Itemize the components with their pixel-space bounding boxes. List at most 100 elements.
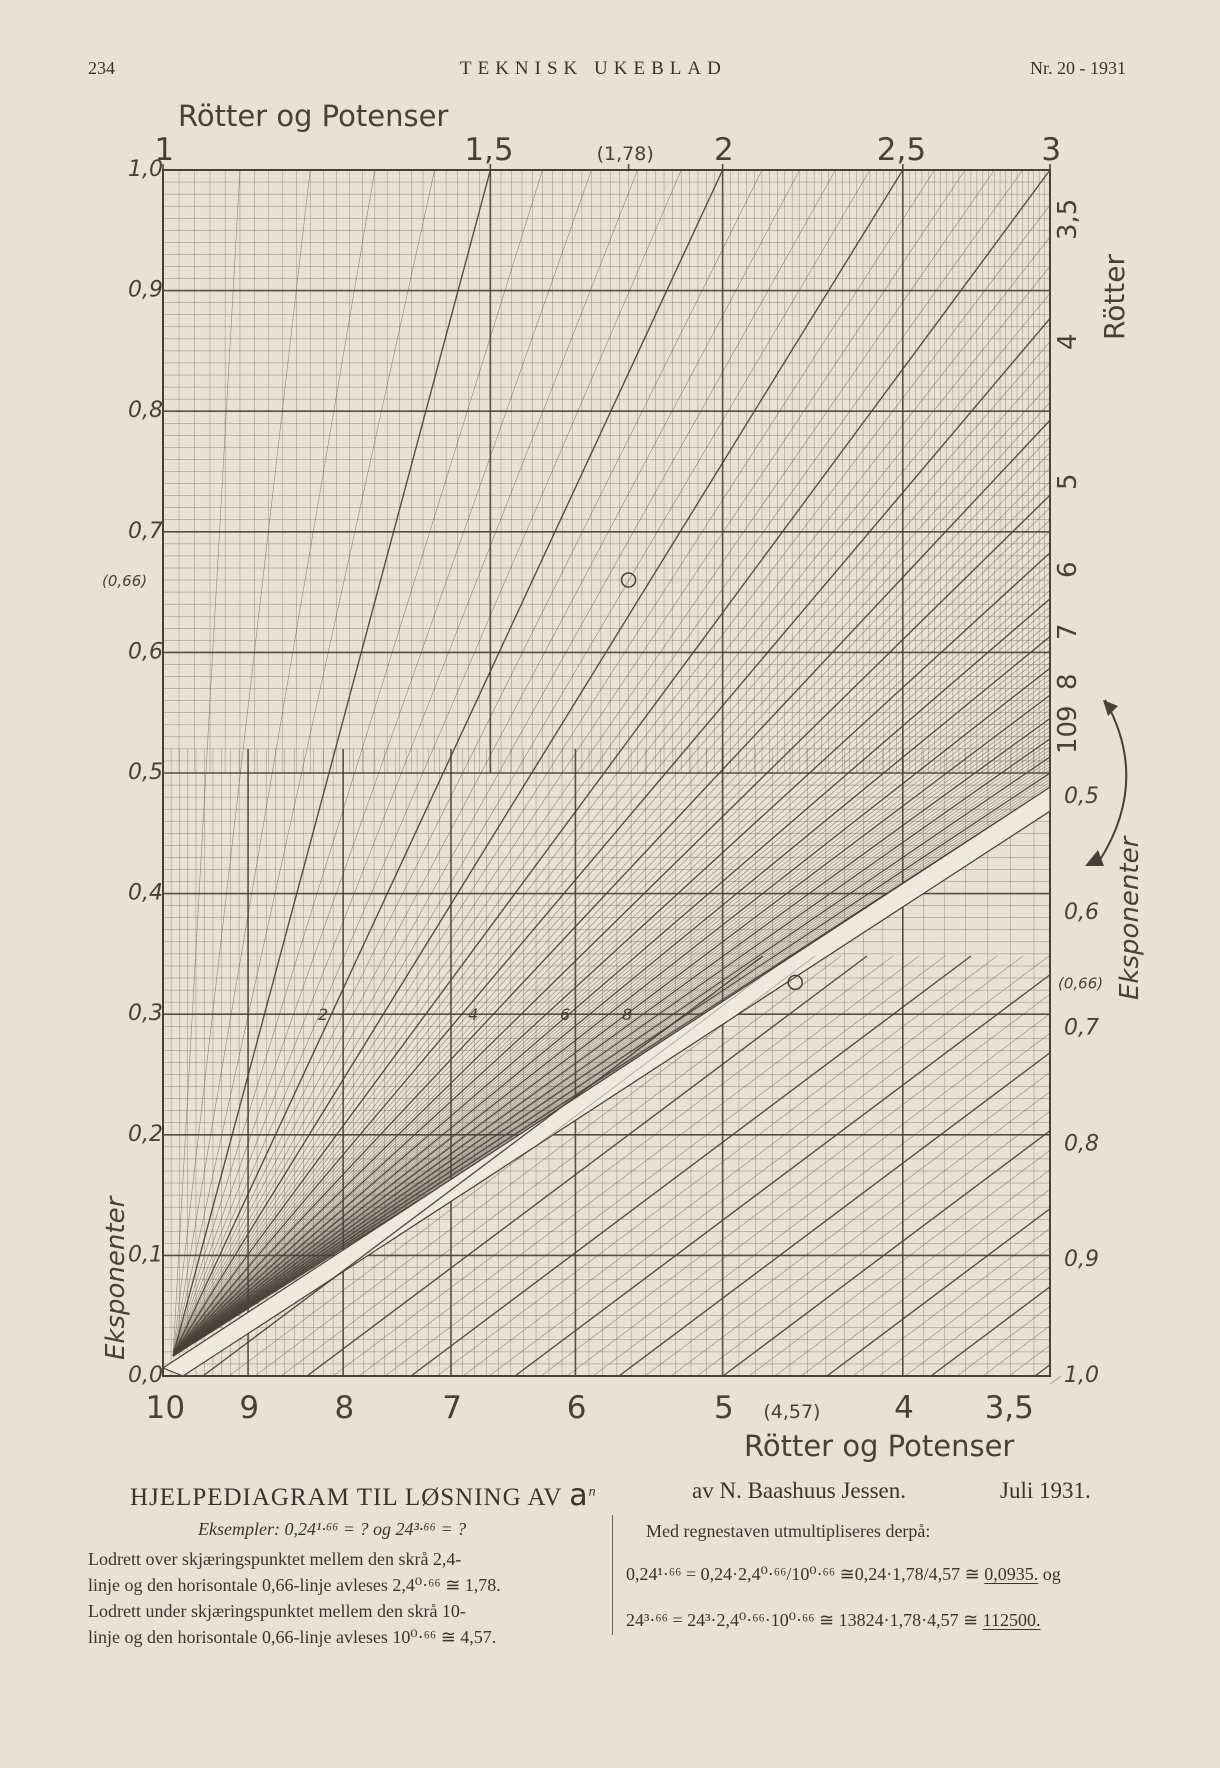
bottom-tick-label: 8 bbox=[334, 1390, 354, 1426]
root-line bbox=[172, 662, 1051, 1357]
root-line bbox=[172, 581, 1051, 1357]
root-line bbox=[172, 402, 1051, 1357]
column-divider bbox=[612, 1515, 613, 1635]
root-line bbox=[172, 169, 1023, 1357]
bottom-tick-label: 5 bbox=[714, 1390, 734, 1426]
root-line bbox=[172, 169, 935, 1357]
root-line bbox=[172, 746, 1051, 1357]
issue-number: Nr. 20 - 1931 bbox=[1030, 58, 1126, 78]
root-line bbox=[172, 419, 1051, 1357]
root-line bbox=[172, 169, 592, 1357]
left-line-2: linje og den horisontale 0,66-linje avle… bbox=[88, 1575, 501, 1595]
root-line bbox=[172, 679, 1051, 1357]
lower-line bbox=[696, 1111, 1051, 1377]
bottom-tick-label: 3,5 bbox=[985, 1390, 1034, 1426]
top-tick-label: 2,5 bbox=[877, 132, 926, 168]
left-line-1: Lodrett over skjæringspunktet mellem den… bbox=[88, 1549, 462, 1569]
family-label: 4 bbox=[468, 1005, 478, 1024]
root-line bbox=[172, 452, 1051, 1357]
root-line bbox=[172, 749, 1051, 1357]
journal-title: TEKNISK UKEBLAD bbox=[460, 58, 727, 79]
root-line bbox=[172, 467, 1051, 1357]
lower-line bbox=[1049, 1375, 1062, 1385]
family-label: 2 bbox=[318, 1005, 328, 1024]
lower-line bbox=[774, 1169, 1051, 1377]
root-line bbox=[172, 507, 1051, 1357]
right-tick-label: 0,8 bbox=[1064, 1131, 1099, 1156]
left-tick-label: 0,2 bbox=[128, 1122, 163, 1147]
root-line bbox=[172, 722, 1051, 1357]
lower-line bbox=[878, 1247, 1051, 1377]
bottom-tick-label: 10 bbox=[146, 1390, 185, 1426]
root-line bbox=[172, 317, 1051, 1357]
right-tick-label: 0,7 bbox=[1064, 1016, 1099, 1041]
left-tick-label: 0,6 bbox=[128, 639, 163, 664]
root-line bbox=[172, 709, 1051, 1357]
lower-line bbox=[1008, 1345, 1051, 1377]
right-eq-2-text: 24³·⁶⁶ = 24³·2,4⁰·⁶⁶·10⁰·⁶⁶ ≅ 13824·1,78… bbox=[626, 1610, 983, 1630]
lower-line bbox=[904, 1267, 1051, 1377]
root-line bbox=[172, 694, 1051, 1357]
right-eq-1-tail: og bbox=[1038, 1564, 1061, 1584]
root-line bbox=[172, 572, 1051, 1357]
root-line bbox=[172, 363, 1051, 1357]
bottom-tick-label: 7 bbox=[442, 1390, 462, 1426]
root-line bbox=[172, 169, 682, 1357]
lower-line bbox=[280, 955, 842, 1377]
top-tick-label: 2 bbox=[714, 132, 734, 168]
top-tick-label: 1,5 bbox=[464, 132, 513, 168]
root-line bbox=[172, 655, 1051, 1357]
root-line bbox=[172, 169, 904, 1357]
right-root-label: 9 bbox=[1053, 705, 1083, 722]
top-tick-label: (1,78) bbox=[597, 143, 654, 165]
root-line bbox=[172, 169, 800, 1357]
lower-line bbox=[826, 1208, 1051, 1377]
right-root-label: 4 bbox=[1053, 333, 1083, 350]
root-line bbox=[172, 614, 1051, 1357]
root-line bbox=[172, 667, 1051, 1357]
left-line-4: linje og den horisontale 0,66-linje avle… bbox=[88, 1627, 497, 1647]
right-tick-label: (0,66) bbox=[1058, 974, 1103, 992]
left-tick-label: 0,1 bbox=[128, 1242, 163, 1267]
lower-line bbox=[384, 955, 946, 1377]
root-line bbox=[172, 169, 241, 1357]
root-line bbox=[172, 436, 1051, 1357]
root-line bbox=[172, 643, 1051, 1357]
right-eq-1-text: 0,24¹·⁶⁶ = 0,24·2,4⁰·⁶⁶/10⁰·⁶⁶ ≅0,24·1,7… bbox=[626, 1564, 985, 1584]
root-line bbox=[172, 383, 1051, 1357]
root-line bbox=[172, 266, 1051, 1357]
root-line bbox=[172, 169, 1051, 1357]
right-root-label: 5 bbox=[1053, 473, 1083, 490]
left-tick-label: 0,5 bbox=[128, 760, 163, 785]
root-line bbox=[172, 542, 1051, 1357]
page-number: 234 bbox=[88, 58, 115, 78]
root-line bbox=[172, 726, 1051, 1357]
left-axis-title: Eksponenter bbox=[101, 1194, 131, 1360]
root-line bbox=[172, 169, 966, 1357]
right-root-label: 10 bbox=[1053, 721, 1083, 754]
top-tick-label: 1 bbox=[154, 132, 174, 168]
lower-line bbox=[410, 955, 972, 1377]
left-tick-label: 0,4 bbox=[128, 881, 163, 906]
root-line bbox=[172, 778, 1051, 1357]
right-root-label: 3,5 bbox=[1053, 199, 1083, 240]
lower-line bbox=[930, 1286, 1051, 1377]
date: Juli 1931. bbox=[1000, 1478, 1091, 1503]
lower-line bbox=[332, 955, 894, 1377]
left-line-3: Lodrett under skjæringspunktet mellem de… bbox=[88, 1601, 466, 1621]
lower-line bbox=[592, 1033, 1051, 1377]
root-line bbox=[172, 760, 1051, 1357]
right-root-label: 7 bbox=[1053, 623, 1083, 640]
root-line bbox=[172, 590, 1051, 1357]
right-roots-title: Rötter bbox=[1098, 253, 1131, 340]
left-tick-label: 0,7 bbox=[128, 519, 163, 544]
root-line bbox=[172, 742, 1051, 1357]
root-line bbox=[172, 169, 376, 1357]
root-line bbox=[172, 169, 871, 1357]
right-tick-label: 0,6 bbox=[1064, 900, 1099, 925]
top-tick-label: 3 bbox=[1041, 132, 1061, 168]
right-eq-1-result: 0,0935. bbox=[984, 1564, 1039, 1584]
bottom-tick-label: (4,57) bbox=[763, 1401, 820, 1423]
root-line bbox=[172, 636, 1051, 1357]
